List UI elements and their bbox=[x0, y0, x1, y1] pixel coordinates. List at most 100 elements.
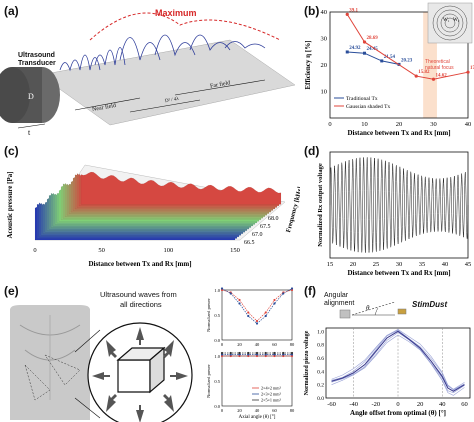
concentric-ring bbox=[436, 9, 464, 37]
stimdust-label: StimDust bbox=[412, 300, 448, 309]
panel-d: 15 20 25 30 35 40 45 Distance between Tx and Rx… bbox=[300, 140, 474, 280]
chart-f-xtick: -60 bbox=[327, 401, 336, 408]
chart-b-point bbox=[345, 12, 349, 16]
chart-e-bottom-svg: 0.0 0.5 1.0 0 20 40 60 80 Normalized power Axial … bbox=[206, 351, 295, 420]
chart-e-frame bbox=[221, 289, 293, 341]
chart-d-signal-line bbox=[329, 157, 469, 253]
chart-e-point bbox=[255, 319, 259, 323]
chart-f-ytick: 0.2 bbox=[317, 383, 324, 389]
chart-c-xtick: 0 bbox=[33, 247, 36, 254]
chart-f-ytick: 0.4 bbox=[317, 369, 324, 375]
chart-e-point bbox=[282, 292, 285, 295]
chart-c-ztick: 67.5 bbox=[260, 224, 271, 230]
chart-b-point bbox=[362, 40, 367, 44]
chart-e-ylabel: Normalized power bbox=[206, 364, 211, 398]
chart-e-xtick: 40 bbox=[255, 342, 260, 347]
chart-b-data-label: 24.92 bbox=[349, 46, 361, 51]
chart-b-series-line bbox=[347, 51, 400, 65]
panel-c: 0 50 100 150 Distance between Tx and Rx [mm]… bbox=[0, 140, 300, 280]
chart-b-ytick: 10 bbox=[321, 89, 328, 96]
panel-a-label: (a) bbox=[4, 4, 19, 18]
chart-e-ytick: 0.0 bbox=[214, 404, 220, 409]
chart-e-frame bbox=[221, 355, 293, 407]
chart-e-ytick: 0.0 bbox=[214, 338, 220, 343]
chart-f-mean-line bbox=[331, 330, 465, 392]
chart-b-point bbox=[345, 50, 349, 54]
chart-e-point bbox=[264, 311, 267, 314]
chart-b-data-label: 14.62 bbox=[436, 73, 448, 78]
transducer-label-2: Transducer bbox=[18, 60, 56, 67]
chart-b-frame bbox=[329, 11, 469, 119]
chart-e-point bbox=[282, 351, 285, 355]
chart-b-legend-label: Traditional Tx bbox=[346, 96, 378, 102]
cube-receiver-icon bbox=[116, 346, 166, 394]
chart-e-top-svg: 0.0 0.5 1.0 0 20 40 60 80 Normalized power bbox=[206, 287, 295, 347]
chart-d-xtick: 35 bbox=[419, 261, 426, 268]
chart-b-data-label: 17.29 bbox=[470, 66, 474, 71]
chart-b-point bbox=[363, 51, 366, 55]
chart-c-svg: 0 50 100 150 Distance between Tx and Rx [mm]… bbox=[6, 164, 300, 268]
chart-e-legend-label: 2×5×1 mm³ bbox=[261, 398, 282, 403]
theta-label: θ bbox=[366, 304, 370, 312]
chart-c-ylabel: Acoustic pressure [Pa] bbox=[6, 171, 14, 238]
angular-label-2: alignment bbox=[324, 300, 355, 307]
chart-f-ytick: 0.6 bbox=[317, 356, 324, 362]
chart-b-data-label: 28.69 bbox=[367, 36, 379, 41]
far-field-arrow bbox=[174, 79, 266, 96]
panel-f-label: (f) bbox=[304, 284, 316, 298]
chart-e-xtick: 60 bbox=[272, 342, 277, 347]
chart-e-point bbox=[273, 351, 276, 355]
callout-line-2: all directions bbox=[120, 300, 162, 309]
d-label: D bbox=[28, 92, 34, 101]
chart-f-trial-line bbox=[331, 328, 465, 390]
chart-e-point bbox=[238, 351, 241, 355]
chart-e-ylabel: Normalized power bbox=[206, 298, 211, 332]
panel-a-illustration bbox=[0, 12, 296, 129]
transmitter-icon bbox=[339, 309, 351, 319]
chart-f-ytick: 0.0 bbox=[317, 396, 324, 402]
chart-b-data-label: 24.45 bbox=[367, 47, 379, 52]
chart-e-point bbox=[290, 351, 294, 355]
panel-f-illustration bbox=[339, 301, 407, 319]
chart-b-svg: 0 10 20 30 40 10 20 30 40 Distance between Tx and… bbox=[304, 2, 474, 137]
chart-f-xtick: 0 bbox=[396, 401, 399, 408]
panel-e-illustration bbox=[10, 305, 193, 422]
maximum-envelope bbox=[89, 12, 281, 41]
chart-e-point bbox=[290, 287, 294, 290]
chart-e-point bbox=[247, 314, 250, 318]
concentric-ring bbox=[440, 13, 460, 33]
chart-e-point bbox=[273, 302, 276, 305]
chart-f-xtick: -20 bbox=[372, 401, 381, 408]
chart-b-legend-label: Gaussian shaded Tx bbox=[346, 104, 390, 110]
concentric-ring bbox=[432, 5, 468, 41]
chart-c-xtick: 150 bbox=[230, 247, 240, 254]
chart-b-ytick: 40 bbox=[321, 9, 328, 16]
chart-e-xtick: 20 bbox=[237, 342, 242, 347]
panel-c-label: (c) bbox=[4, 144, 19, 158]
panel-a: (a) Ultrasound Transducer Maximum Near f… bbox=[0, 0, 300, 140]
chart-b-ytick: 20 bbox=[321, 62, 328, 69]
concentric-inset bbox=[427, 2, 473, 44]
chart-e-point bbox=[255, 322, 259, 325]
t-arrow bbox=[17, 123, 46, 129]
chart-e-xtick: 0 bbox=[221, 342, 224, 347]
chart-b-point bbox=[466, 70, 470, 74]
chart-c-zlabel: Frequency [kHz] bbox=[285, 186, 300, 233]
chart-e-point bbox=[264, 314, 267, 318]
chart-e-point bbox=[229, 292, 232, 295]
chart-b-data-label: 39.1 bbox=[349, 8, 358, 13]
chart-e-xtick: 80 bbox=[290, 408, 295, 413]
chart-e-point bbox=[229, 351, 232, 355]
panel-f: -60 -40 -20 0 20 40 60 0.0 0.2 0.4 0.6 0.8 1.0 Angle … bbox=[300, 280, 474, 422]
chart-b-xtick: 20 bbox=[396, 121, 403, 128]
chart-e-xtick: 60 bbox=[272, 408, 277, 413]
chart-b-xtick: 10 bbox=[361, 121, 368, 128]
chart-c-ztick: 67.0 bbox=[252, 232, 263, 238]
chart-d-xtick: 15 bbox=[327, 261, 334, 268]
chart-e-ytick: 0.5 bbox=[214, 313, 220, 318]
chart-b-ytick: 30 bbox=[321, 36, 328, 43]
chart-e-point bbox=[238, 298, 241, 302]
panel-e: (e) Ultrasound waves from all directions… bbox=[0, 280, 300, 422]
chart-b-ylabel: Efficiency η [%] bbox=[304, 40, 312, 89]
chart-e-point bbox=[247, 351, 250, 355]
